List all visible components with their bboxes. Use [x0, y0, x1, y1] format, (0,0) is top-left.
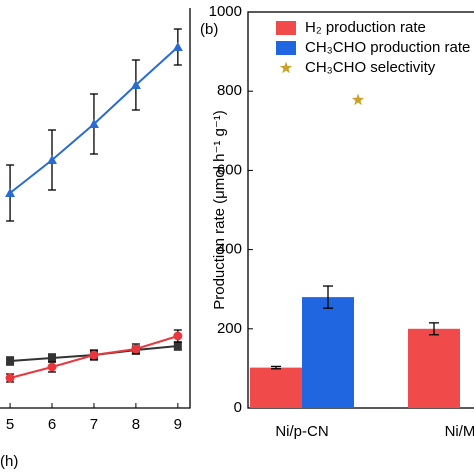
y-tick-label: 800 — [217, 82, 242, 99]
y-tick-label: 400 — [217, 241, 242, 258]
y-tick-label: 200 — [217, 320, 242, 337]
panel-label: (b) — [200, 21, 218, 38]
y-tick-label: 1000 — [209, 3, 242, 20]
point — [131, 344, 141, 354]
point — [5, 373, 15, 383]
legend-label: CH₃CHO production rate — [305, 39, 470, 56]
x-tick-label: 7 — [90, 416, 98, 433]
x-tick-label: Ni/M — [445, 423, 474, 440]
point — [173, 331, 183, 341]
point — [172, 42, 183, 51]
point — [48, 354, 57, 362]
legend-swatch — [276, 21, 296, 35]
selectivity-point — [351, 93, 365, 106]
legend-marker — [279, 61, 293, 74]
legend-label: CH₃CHO selectivity — [305, 59, 436, 76]
point — [6, 357, 15, 365]
point — [130, 80, 141, 89]
point — [173, 342, 182, 350]
y-tick-label: 600 — [217, 161, 242, 178]
point — [89, 350, 99, 360]
x-tick-label: 8 — [132, 416, 140, 433]
axis-frame — [0, 8, 191, 409]
bar — [302, 297, 354, 408]
y-axis-label: Production rate (μmol h⁻¹ g⁻¹) — [211, 110, 228, 310]
legend-label: H₂ production rate — [305, 19, 426, 36]
point — [47, 155, 58, 164]
bar — [408, 328, 460, 408]
x-tick-label: 5 — [6, 416, 14, 433]
legend-swatch — [276, 41, 296, 55]
point — [47, 362, 57, 372]
y-tick-label: 0 — [234, 399, 242, 416]
x-tick-label: 9 — [174, 416, 182, 433]
bar — [250, 367, 302, 408]
point — [88, 119, 99, 128]
axis-frame — [247, 11, 474, 409]
point — [5, 188, 16, 197]
x-tick-label: 6 — [48, 416, 56, 433]
x-tick-label: Ni/p-CN — [275, 423, 328, 440]
x-axis-label: (h) — [0, 453, 18, 470]
